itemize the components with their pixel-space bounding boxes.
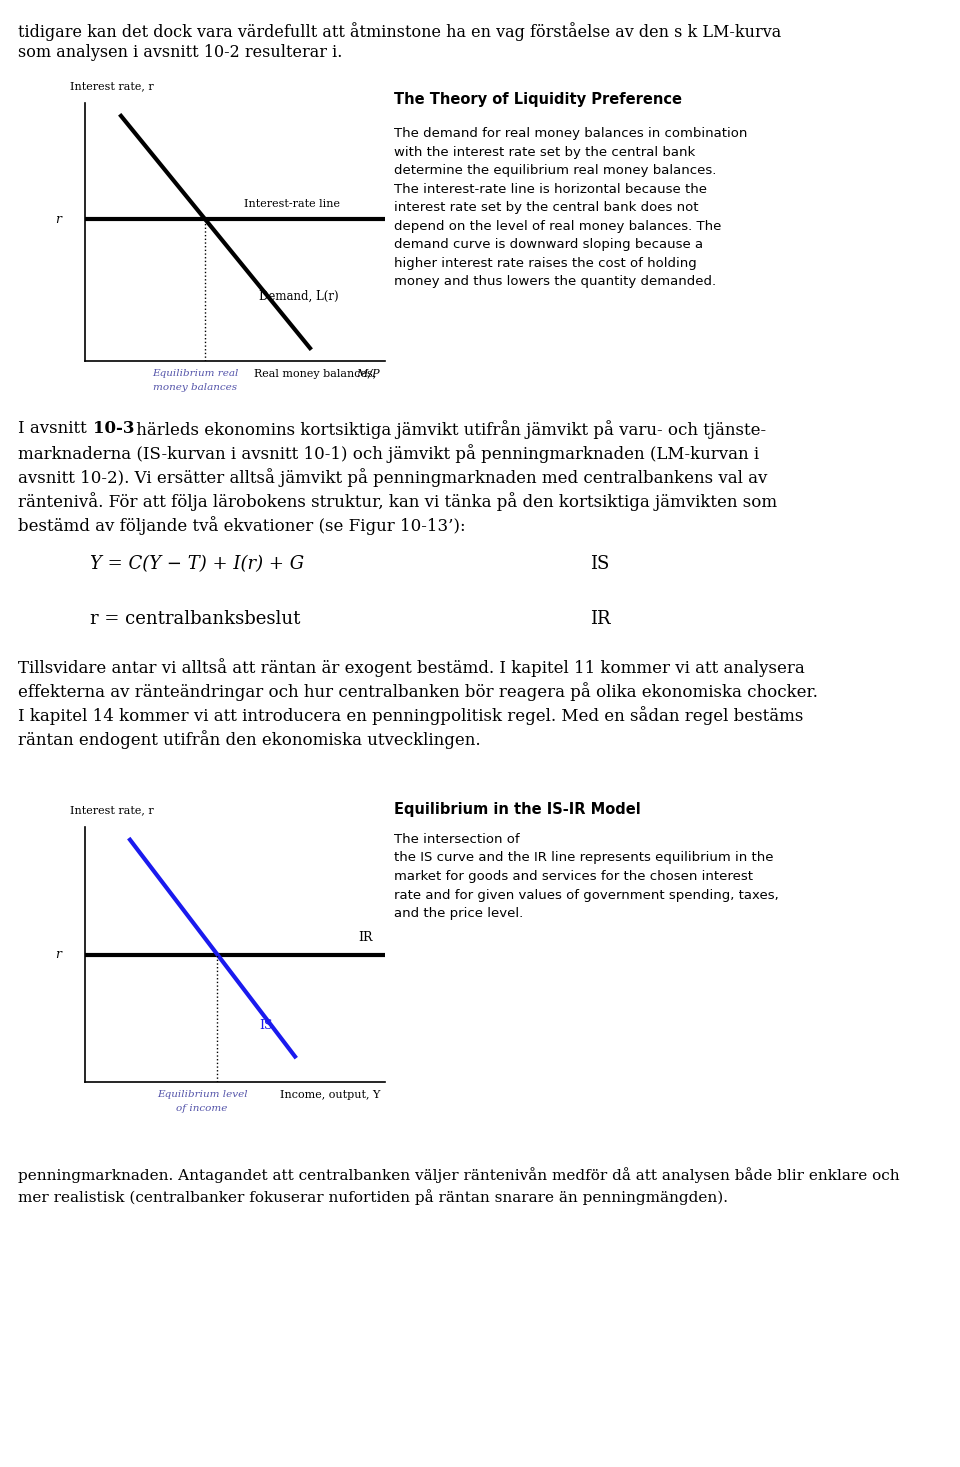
Text: Demand, L(r): Demand, L(r) [259,290,339,304]
Text: IR: IR [358,932,373,945]
Text: IS: IS [590,555,610,574]
Text: Tillsvidare antar vi alltså att räntan är exogent bestämd. I kapitel 11 kommer v: Tillsvidare antar vi alltså att räntan ä… [18,659,804,676]
Text: IR: IR [590,610,611,628]
Text: IS: IS [259,1020,273,1033]
Text: avsnitt 10-2). Vi ersätter alltså jämvikt på penningmarknaden med centralbankens: avsnitt 10-2). Vi ersätter alltså jämvik… [18,468,767,487]
Text: The intersection of
the IS curve and the IR line represents equilibrium in the
m: The intersection of the IS curve and the… [394,833,779,920]
Text: penningmarknaden. Antagandet att centralbanken väljer räntenivån medför då att a: penningmarknaden. Antagandet att central… [18,1168,900,1182]
Text: härleds ekonomins kortsiktiga jämvikt utifrån jämvikt på varu- och tjänste-: härleds ekonomins kortsiktiga jämvikt ut… [131,420,766,439]
Text: räntan endogent utifrån den ekonomiska utvecklingen.: räntan endogent utifrån den ekonomiska u… [18,731,481,750]
Text: Interest rate, r: Interest rate, r [70,81,154,91]
Text: tidigare kan det dock vara värdefullt att åtminstone ha en vag förståelse av den: tidigare kan det dock vara värdefullt at… [18,22,781,41]
Text: I kapitel 14 kommer vi att introducera en penningpolitisk regel. Med en sådan re: I kapitel 14 kommer vi att introducera e… [18,706,804,725]
Text: The demand for real money balances in combination
with the interest rate set by : The demand for real money balances in co… [394,128,748,289]
Text: The Theory of Liquidity Preference: The Theory of Liquidity Preference [394,92,682,107]
Text: mer realistisk (centralbanker fokuserar nufortiden på räntan snarare än penningm: mer realistisk (centralbanker fokuserar … [18,1188,728,1204]
Text: Y = C(Y − T) + I(r) + G: Y = C(Y − T) + I(r) + G [90,555,304,574]
Text: FIGURE 10-13’: FIGURE 10-13’ [24,779,131,792]
Text: Equilibrium in the IS-IR Model: Equilibrium in the IS-IR Model [394,802,640,817]
Text: räntenivå. För att följa lärobokens struktur, kan vi tänka på den kortsiktiga jä: räntenivå. För att följa lärobokens stru… [18,491,778,511]
Text: effekterna av ränteändringar och hur centralbanken bör reagera på olika ekonomis: effekterna av ränteändringar och hur cen… [18,682,818,701]
Text: Income, output, Y: Income, output, Y [279,1090,380,1100]
Text: bestämd av följande två ekvationer (se Figur 10-13’):: bestämd av följande två ekvationer (se F… [18,516,466,535]
Text: Equilibrium level: Equilibrium level [156,1090,248,1099]
Text: r: r [55,213,61,226]
Text: of income: of income [177,1105,228,1113]
Text: 10-3: 10-3 [93,420,134,437]
Text: r: r [55,948,61,961]
Text: I avsnitt: I avsnitt [18,420,92,437]
Text: Interest rate, r: Interest rate, r [70,805,154,816]
Text: Interest-rate line: Interest-rate line [244,200,340,208]
Text: Equilibrium real: Equilibrium real [152,370,238,378]
Text: r = centralbanksbeslut: r = centralbanksbeslut [90,610,300,628]
Text: som analysen i avsnitt 10-2 resulterar i.: som analysen i avsnitt 10-2 resulterar i… [18,44,343,62]
Text: FIGURE 10-9’: FIGURE 10-9’ [23,69,121,82]
Text: marknaderna (IS-kurvan i avsnitt 10-1) och jämvikt på penningmarknaden (LM-kurva: marknaderna (IS-kurvan i avsnitt 10-1) o… [18,445,759,464]
Text: Real money balances,: Real money balances, [254,370,380,378]
Text: M/P: M/P [280,370,380,378]
Text: money balances: money balances [153,383,237,392]
